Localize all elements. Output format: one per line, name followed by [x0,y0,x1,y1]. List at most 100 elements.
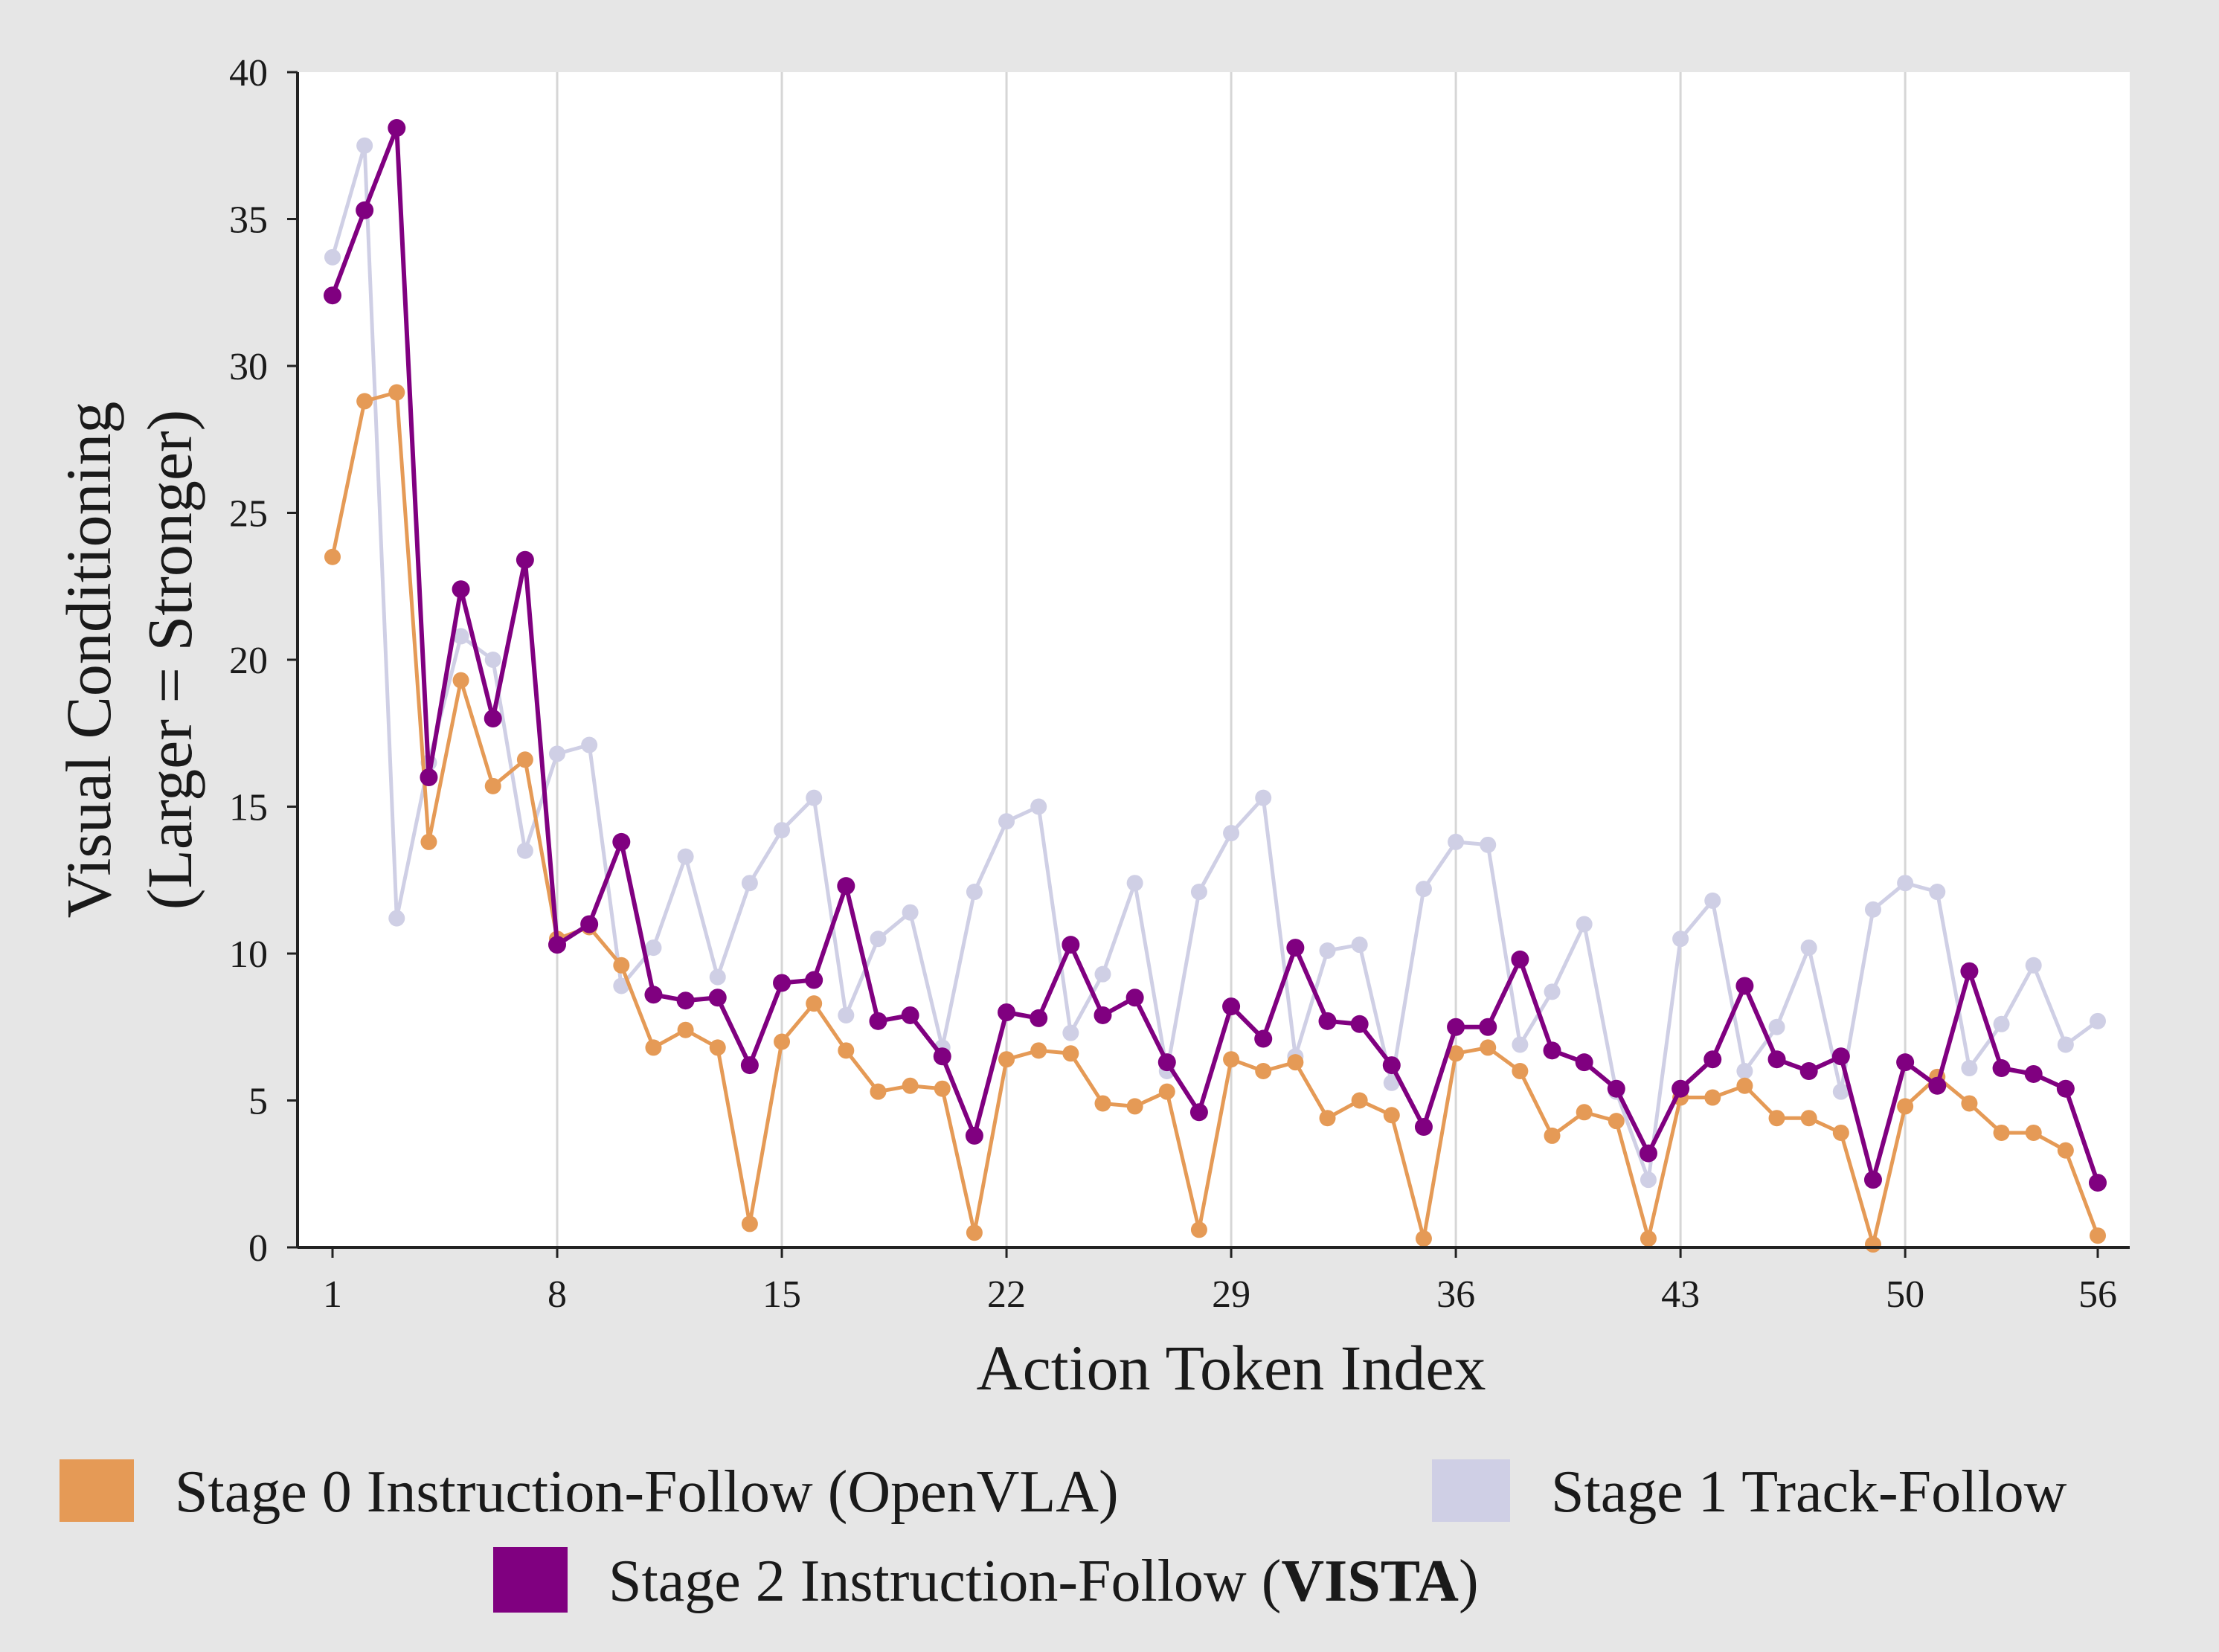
x-tick-label: 56 [2078,1273,2117,1316]
data-point [774,1033,791,1050]
data-point [677,1021,694,1038]
data-point [1832,1124,1849,1141]
data-point [420,768,438,786]
data-point [1961,1060,1978,1077]
data-point [1286,939,1305,957]
data-point [612,832,631,851]
data-point [1897,1098,1914,1115]
data-point [324,286,341,305]
data-point [2025,1124,2042,1141]
data-point [1543,1041,1561,1060]
data-point [1415,881,1432,898]
data-point [838,1006,855,1023]
legend-label-stage1: Stage 1 Track-Follow [1551,1459,2067,1525]
data-point [2090,1012,2106,1029]
data-point [677,848,694,865]
data-point [1544,1127,1561,1144]
data-point [388,910,405,927]
data-point [580,915,599,933]
legend-label-stage2-suffix: ) [1459,1549,1479,1614]
data-point [806,995,823,1012]
data-point [1254,1029,1273,1048]
data-point [1831,1047,1850,1066]
y-tick-label: 40 [229,52,268,94]
data-point [805,971,823,989]
data-point [2056,1079,2075,1098]
y-tick-label: 35 [229,199,268,242]
data-point [1864,1236,1881,1253]
data-point [2090,1227,2106,1244]
data-point [1158,1083,1175,1100]
data-point [838,1042,855,1059]
data-point [709,1039,726,1056]
data-point [1640,1171,1657,1189]
data-point [1897,875,1914,892]
legend-swatch-stage1 [1432,1459,1510,1522]
data-point [1062,1045,1079,1062]
data-point [484,652,501,668]
data-point [676,991,695,1010]
data-point [645,1039,662,1056]
data-point [1190,884,1207,901]
data-point [2089,1174,2107,1192]
data-point [1094,1006,1112,1024]
data-point [965,1126,983,1145]
data-point [1736,1063,1753,1079]
data-point [1993,1015,2010,1032]
data-point [1062,936,1080,954]
data-point [549,745,566,762]
legend-label-stage2-prefix: Stage 2 Instruction-Follow ( [608,1549,1281,1614]
data-point [1639,1144,1657,1163]
data-point [356,393,373,410]
data-point [1287,1054,1304,1071]
data-point [998,813,1015,830]
data-point [1544,983,1561,1000]
data-point [1672,931,1689,948]
x-tick-label: 1 [323,1273,342,1316]
data-point [1993,1124,2010,1141]
data-point [2057,1142,2074,1159]
x-tick-label: 22 [987,1273,1026,1316]
data-point [998,1051,1015,1068]
data-point [869,1012,887,1030]
legend-swatch-stage2 [493,1547,568,1613]
x-tick-label: 15 [762,1273,801,1316]
data-point [1383,1074,1400,1091]
data-point [1319,942,1336,960]
data-point [1480,836,1497,853]
data-point [1030,1042,1047,1059]
data-point [1223,1051,1240,1068]
data-point [1736,1077,1753,1094]
data-point [1190,1221,1207,1238]
data-point [1351,1092,1368,1109]
data-point [1703,1050,1722,1069]
data-point [1448,833,1465,850]
data-point [548,936,567,954]
y-axis-label-line2: (Larger = Stronger) [134,410,205,910]
data-point [644,986,663,1004]
data-point [1512,1036,1529,1053]
data-point [1062,1024,1079,1041]
data-point [1800,939,1817,957]
data-point [1799,1062,1818,1080]
data-point [870,931,887,948]
data-point [613,957,630,974]
data-point [581,736,598,753]
x-tick-label: 50 [1886,1273,1924,1316]
data-point [774,822,791,839]
legend-label-stage2-bold: VISTA [1281,1549,1459,1614]
data-point [1576,916,1593,933]
data-point [933,1047,951,1066]
data-point [934,1080,951,1097]
data-point [1992,1059,2011,1078]
data-point [1126,875,1143,892]
data-point [645,939,662,957]
x-tick-label: 8 [547,1273,567,1316]
data-point [1735,977,1754,995]
data-point [1960,962,1979,980]
x-axis-label: Action Token Index [976,1332,1486,1404]
data-point [356,137,373,154]
data-point [1030,798,1047,815]
data-point [1896,1053,1915,1072]
data-point [1929,884,1946,901]
